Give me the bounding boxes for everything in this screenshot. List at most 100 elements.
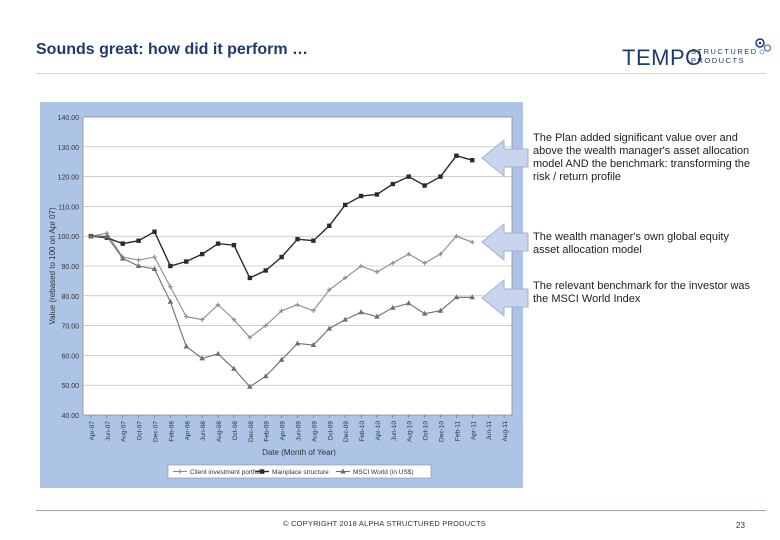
series-point: [453, 294, 460, 300]
series-point: [295, 302, 300, 308]
chart-panel: 40.00 50.00 60.00 70.00 80.00 90.00 100.00 110.…: [40, 102, 523, 488]
arrow-left-icon: [481, 138, 529, 178]
x-tick-label: Jun-08: [200, 421, 207, 441]
series-point: [421, 310, 428, 316]
y-tick-label: 60.00: [61, 353, 79, 360]
series-point: [259, 469, 265, 474]
series-mainplace-structure: [88, 153, 475, 281]
series-point: [437, 307, 444, 313]
x-axis-label: Date (Month of Year): [262, 448, 336, 457]
y-tick-label: 100.00: [58, 234, 80, 241]
series-point: [119, 255, 126, 261]
series-point: [311, 238, 316, 243]
logo-subtitle-line-1: STRUCTURED: [691, 47, 758, 56]
y-tick-label: 130.00: [58, 145, 80, 152]
series-point: [469, 294, 476, 300]
series-point: [278, 356, 285, 362]
series-point: [247, 383, 253, 389]
note-plan: The Plan added significant value over an…: [533, 132, 751, 183]
series-point: [438, 174, 443, 179]
x-tick-label: Apr-07: [89, 421, 96, 441]
y-tick-label: 90.00: [61, 264, 79, 271]
series-point: [167, 298, 174, 304]
series-point: [152, 229, 157, 234]
series-point: [390, 260, 396, 266]
page-title: Sounds great: how did it perform …: [36, 41, 308, 58]
series-point: [104, 233, 110, 239]
x-tick-label: Oct-07: [137, 421, 144, 441]
series-point: [326, 325, 333, 331]
series-point: [311, 308, 316, 313]
series-point: [247, 275, 253, 281]
series-point: [390, 304, 396, 310]
series-point: [199, 355, 205, 361]
series-point: [406, 174, 411, 179]
copyright: © COPYRIGHT 2018 ALPHA STRUCTURED PRODUC…: [283, 519, 486, 528]
x-tick-label: Aug-11: [502, 421, 509, 442]
series-point: [342, 275, 348, 281]
series-point: [310, 341, 317, 347]
series-point: [136, 257, 141, 263]
series-point: [215, 302, 221, 308]
series-point: [231, 317, 237, 322]
x-tick-label: Jun-10: [391, 421, 398, 441]
series-point: [151, 265, 158, 271]
y-tick-label: 140.00: [58, 115, 80, 122]
series-point: [136, 238, 141, 243]
series-point: [326, 287, 332, 293]
series-point: [327, 223, 332, 228]
series-point: [295, 236, 300, 242]
footer-divider: [36, 510, 766, 511]
x-tick-label: Jun-09: [296, 421, 303, 441]
series-point: [247, 335, 253, 340]
series-point: [168, 263, 173, 269]
series-point: [199, 251, 205, 257]
series-point: [135, 263, 142, 268]
y-axis-label: Value (rebased to 100 on Apr 07): [48, 207, 57, 325]
series-point: [405, 300, 412, 306]
note-wealth-manager: The wealth manager's own global equity a…: [533, 231, 729, 256]
y-tick-label: 80.00: [61, 294, 79, 301]
series-point: [422, 260, 427, 266]
series-point: [215, 241, 221, 246]
x-tick-label: Aug-08: [216, 421, 223, 442]
series-point: [88, 233, 94, 239]
series-point: [470, 158, 475, 163]
y-tick-label: 50.00: [61, 383, 79, 390]
legend-box: [167, 464, 432, 479]
series-point: [358, 263, 364, 269]
page-number: 23: [736, 521, 745, 530]
y-tick-label: 120.00: [58, 175, 80, 182]
x-tick-label: Oct-09: [327, 421, 334, 441]
x-tick-label: Oct-10: [423, 421, 430, 441]
series-point: [374, 269, 380, 275]
series-point: [406, 251, 412, 257]
x-tick-label: Dec-07: [153, 421, 160, 442]
legend: Client investment portfolio Mainplace str…: [167, 464, 432, 479]
series-point: [279, 308, 284, 313]
series-point: [215, 350, 221, 356]
logo-subtitle-line-2: PRODUCTS: [691, 56, 746, 65]
x-tick-label: Aug-07: [121, 421, 128, 442]
y-tick-label: 70.00: [61, 324, 79, 331]
x-tick-label: Apr-11: [470, 421, 477, 440]
x-tick-label: Oct-08: [232, 421, 239, 441]
series-point: [342, 316, 348, 322]
series-point: [454, 153, 459, 158]
legend-label: MSCI World (in US$): [353, 469, 414, 476]
series-point: [438, 251, 443, 257]
series-point: [342, 202, 348, 208]
y-tick-label: 40.00: [61, 413, 79, 420]
series-point: [422, 183, 427, 188]
x-tick-label: Dec-09: [343, 421, 350, 442]
performance-chart: 40.00 50.00 60.00 70.00 80.00 90.00 100.00 110.…: [48, 115, 513, 479]
logo-subtitle: STRUCTURED PRODUCTS: [691, 47, 758, 65]
series-point: [279, 254, 284, 260]
series-point: [183, 314, 189, 319]
series-point: [390, 181, 396, 187]
x-tick-label: Feb-08: [168, 421, 175, 442]
logo-wordmark: TEMPO: [622, 45, 703, 70]
series-point: [374, 192, 380, 197]
x-tick-label: Feb-10: [359, 421, 366, 442]
arrow-left-icon: [481, 278, 529, 318]
